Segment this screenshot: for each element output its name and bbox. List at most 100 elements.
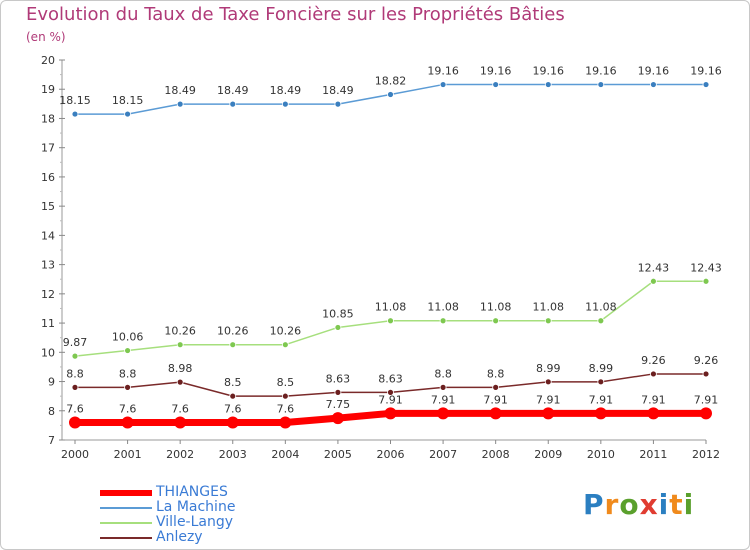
data-label: 8.8: [434, 367, 452, 380]
data-point: [597, 378, 605, 386]
chart-subtitle: (en %): [26, 30, 66, 44]
data-label: 8.98: [168, 362, 193, 375]
data-point: [279, 416, 292, 429]
data-point: [121, 416, 134, 429]
data-point: [594, 407, 607, 420]
legend-label: THIANGES: [156, 484, 228, 500]
logo-letter: x: [639, 488, 659, 521]
logo-letter: i: [658, 488, 670, 521]
data-point: [439, 81, 447, 88]
data-point: [700, 407, 712, 420]
logo-letter: r: [604, 488, 620, 521]
data-point: [597, 317, 605, 325]
data-point: [334, 324, 342, 331]
data-point: [384, 407, 397, 420]
data-point: [702, 81, 710, 88]
data-point: [71, 383, 79, 391]
proxiti-logo: Proxiti: [583, 488, 694, 521]
legend-swatch: [100, 490, 152, 496]
data-label: 9.87: [63, 336, 88, 349]
y-tick-label: 8: [48, 405, 55, 418]
y-tick-label: 9: [48, 376, 55, 389]
legend-swatch: [100, 537, 152, 539]
data-point: [71, 110, 79, 118]
x-tick-label: 2000: [61, 448, 89, 461]
data-label: 9.26: [694, 354, 719, 367]
data-label: 7.6: [277, 402, 295, 415]
data-point: [226, 416, 239, 429]
data-label: 7.91: [378, 393, 403, 406]
data-point: [439, 317, 447, 325]
x-tick-label: 2009: [534, 448, 562, 461]
x-tick-label: 2007: [429, 448, 457, 461]
data-label: 18.49: [164, 84, 196, 97]
data-label: 10.26: [217, 325, 249, 338]
data-label: 10.85: [322, 307, 354, 320]
data-label: 7.75: [326, 398, 351, 411]
y-tick-label: 20: [41, 54, 55, 67]
data-point: [650, 277, 657, 285]
data-label: 19.16: [690, 65, 722, 78]
y-tick-label: 19: [41, 83, 55, 96]
data-point: [229, 100, 237, 108]
data-label: 8.8: [487, 367, 505, 380]
data-point: [176, 378, 184, 386]
x-tick-label: 2011: [639, 448, 667, 461]
data-point: [492, 317, 500, 325]
x-tick-label: 2003: [219, 448, 247, 461]
logo-letter: i: [683, 488, 695, 521]
data-label: 7.6: [119, 402, 137, 415]
data-label: 9.26: [641, 354, 666, 367]
y-tick-label: 13: [41, 259, 55, 272]
data-point: [229, 341, 237, 349]
y-tick-label: 10: [41, 346, 55, 359]
data-label: 7.91: [694, 393, 719, 406]
data-point: [124, 347, 131, 354]
data-label: 18.49: [217, 84, 249, 97]
data-label: 8.63: [326, 372, 351, 385]
x-tick-label: 2006: [377, 448, 405, 461]
data-point: [492, 383, 500, 391]
data-label: 18.82: [375, 74, 407, 87]
x-tick-label: 2001: [114, 448, 142, 461]
data-point: [281, 100, 289, 108]
y-tick-label: 16: [41, 171, 55, 184]
x-tick-label: 2002: [166, 448, 194, 461]
data-label: 7.6: [66, 402, 84, 415]
data-label: 8.5: [277, 376, 295, 389]
data-point: [124, 110, 131, 118]
data-label: 8.5: [224, 376, 242, 389]
chart-title: Evolution du Taux de Taxe Foncière sur l…: [26, 4, 565, 25]
data-label: 11.08: [533, 301, 565, 314]
data-label: 8.63: [378, 372, 403, 385]
y-tick-label: 7: [48, 434, 55, 447]
legend-swatch: [100, 522, 152, 524]
data-point: [702, 370, 710, 378]
data-point: [489, 407, 502, 420]
data-label: 8.8: [66, 367, 84, 380]
data-label: 19.16: [480, 65, 512, 78]
data-point: [650, 81, 657, 88]
data-label: 7.91: [431, 393, 456, 406]
data-label: 19.16: [585, 65, 617, 78]
data-label: 8.8: [119, 367, 137, 380]
logo-letter: P: [583, 488, 605, 521]
legend-swatch: [100, 507, 152, 509]
data-point: [439, 383, 447, 391]
data-point: [647, 407, 660, 420]
data-label: 11.08: [427, 301, 459, 314]
data-point: [69, 416, 81, 429]
data-label: 18.49: [322, 84, 354, 97]
data-label: 11.08: [585, 301, 617, 314]
data-label: 12.43: [638, 261, 670, 274]
data-point: [334, 388, 342, 396]
data-point: [387, 91, 394, 98]
data-label: 7.91: [536, 393, 561, 406]
data-point: [702, 277, 710, 285]
data-label: 8.99: [536, 362, 561, 375]
data-label: 19.16: [427, 65, 459, 78]
data-label: 7.91: [483, 393, 508, 406]
data-label: 7.91: [589, 393, 614, 406]
data-label: 11.08: [480, 301, 512, 314]
